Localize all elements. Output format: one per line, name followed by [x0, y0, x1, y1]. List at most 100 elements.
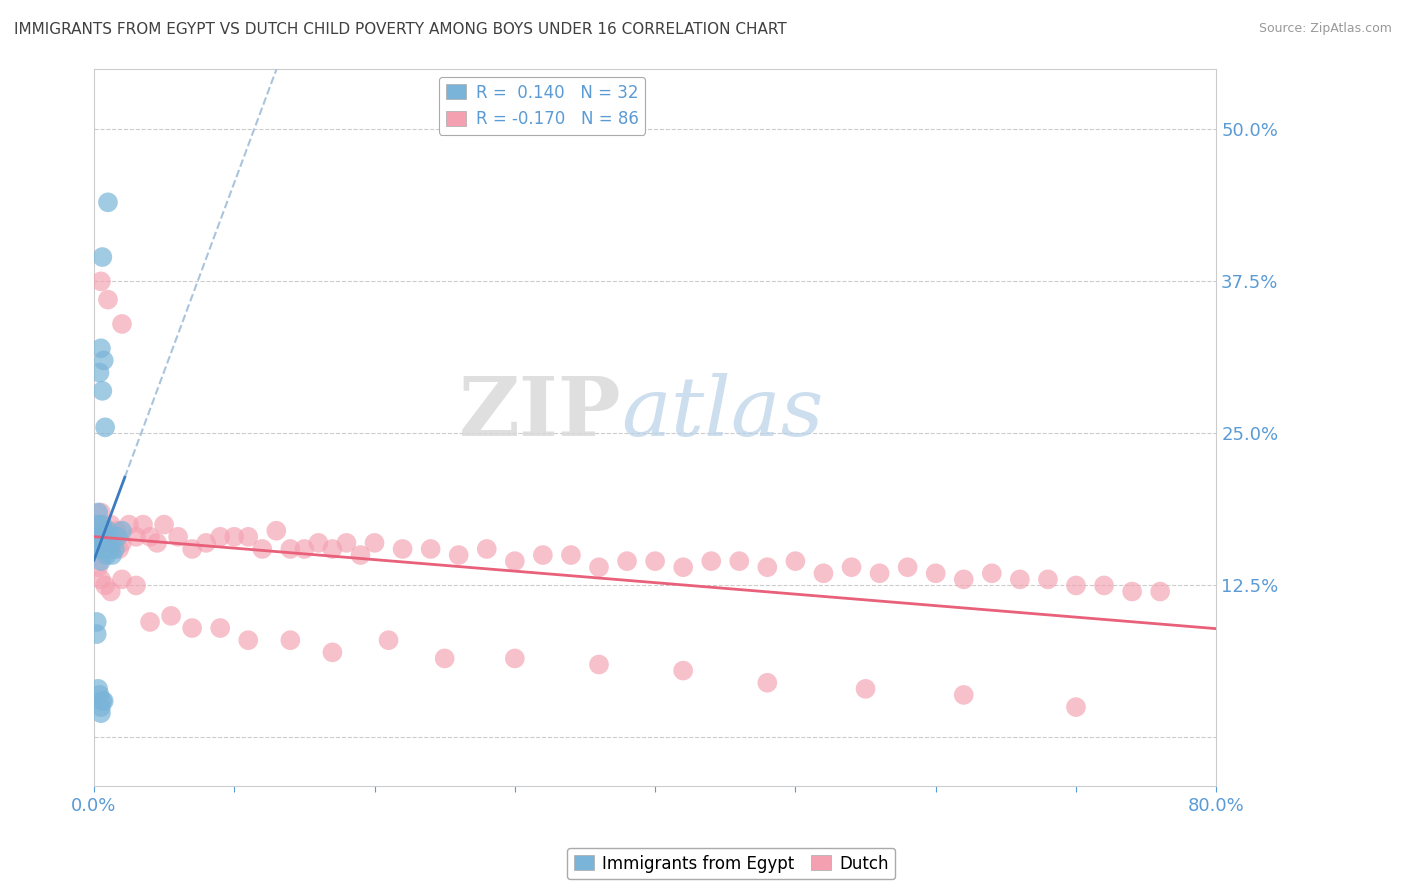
Point: [855, 681, 877, 696]
Point: [377, 633, 399, 648]
Point: [363, 536, 385, 550]
Point: [700, 554, 723, 568]
Text: Source: ZipAtlas.com: Source: ZipAtlas.com: [1258, 22, 1392, 36]
Point: [108, 541, 131, 556]
Point: [89, 366, 111, 380]
Point: [139, 615, 162, 629]
Point: [756, 675, 779, 690]
Point: [672, 560, 695, 574]
Point: [1149, 584, 1171, 599]
Point: [224, 530, 246, 544]
Text: ZIP: ZIP: [458, 373, 621, 453]
Point: [139, 530, 162, 544]
Point: [447, 548, 470, 562]
Point: [90, 554, 112, 568]
Point: [118, 517, 141, 532]
Point: [93, 541, 115, 556]
Point: [160, 608, 183, 623]
Legend: Immigrants from Egypt, Dutch: Immigrants from Egypt, Dutch: [567, 848, 896, 880]
Point: [104, 541, 127, 556]
Point: [419, 541, 441, 556]
Point: [292, 541, 315, 556]
Point: [153, 517, 176, 532]
Point: [841, 560, 863, 574]
Point: [97, 293, 120, 307]
Text: IMMIGRANTS FROM EGYPT VS DUTCH CHILD POVERTY AMONG BOYS UNDER 16 CORRELATION CHA: IMMIGRANTS FROM EGYPT VS DUTCH CHILD POV…: [14, 22, 787, 37]
Point: [335, 536, 357, 550]
Point: [1064, 578, 1087, 592]
Point: [897, 560, 920, 574]
Point: [195, 536, 218, 550]
Point: [756, 560, 779, 574]
Point: [146, 536, 169, 550]
Point: [728, 554, 751, 568]
Point: [101, 548, 124, 562]
Point: [105, 524, 128, 538]
Point: [91, 250, 114, 264]
Point: [132, 517, 155, 532]
Point: [813, 566, 835, 581]
Point: [167, 530, 190, 544]
Point: [785, 554, 807, 568]
Point: [86, 627, 108, 641]
Point: [588, 657, 610, 672]
Point: [952, 573, 974, 587]
Point: [503, 651, 526, 665]
Point: [321, 541, 343, 556]
Point: [433, 651, 456, 665]
Point: [100, 541, 122, 556]
Point: [266, 524, 288, 538]
Point: [87, 681, 110, 696]
Point: [97, 536, 120, 550]
Point: [111, 317, 134, 331]
Point: [91, 530, 114, 544]
Point: [125, 578, 148, 592]
Point: [111, 524, 134, 538]
Point: [97, 541, 120, 556]
Point: [111, 573, 134, 587]
Point: [90, 506, 112, 520]
Point: [125, 530, 148, 544]
Point: [90, 274, 112, 288]
Point: [475, 541, 498, 556]
Point: [89, 517, 111, 532]
Point: [644, 554, 666, 568]
Point: [87, 506, 110, 520]
Point: [87, 517, 110, 532]
Point: [91, 536, 114, 550]
Point: [90, 700, 112, 714]
Point: [1008, 573, 1031, 587]
Point: [209, 621, 232, 635]
Point: [94, 541, 117, 556]
Point: [86, 615, 108, 629]
Point: [93, 524, 115, 538]
Point: [107, 530, 129, 544]
Point: [93, 524, 115, 538]
Point: [307, 536, 329, 550]
Point: [280, 541, 302, 556]
Point: [89, 541, 111, 556]
Point: [87, 560, 110, 574]
Point: [91, 384, 114, 398]
Point: [252, 541, 274, 556]
Point: [391, 541, 413, 556]
Point: [980, 566, 1002, 581]
Point: [93, 530, 115, 544]
Point: [91, 694, 114, 708]
Point: [87, 517, 110, 532]
Point: [952, 688, 974, 702]
Point: [90, 530, 112, 544]
Point: [93, 694, 115, 708]
Point: [280, 633, 302, 648]
Point: [94, 530, 117, 544]
Point: [925, 566, 948, 581]
Point: [94, 578, 117, 592]
Point: [93, 353, 115, 368]
Point: [100, 517, 122, 532]
Point: [1121, 584, 1143, 599]
Point: [87, 530, 110, 544]
Point: [90, 706, 112, 721]
Point: [94, 420, 117, 434]
Point: [111, 536, 134, 550]
Point: [97, 195, 120, 210]
